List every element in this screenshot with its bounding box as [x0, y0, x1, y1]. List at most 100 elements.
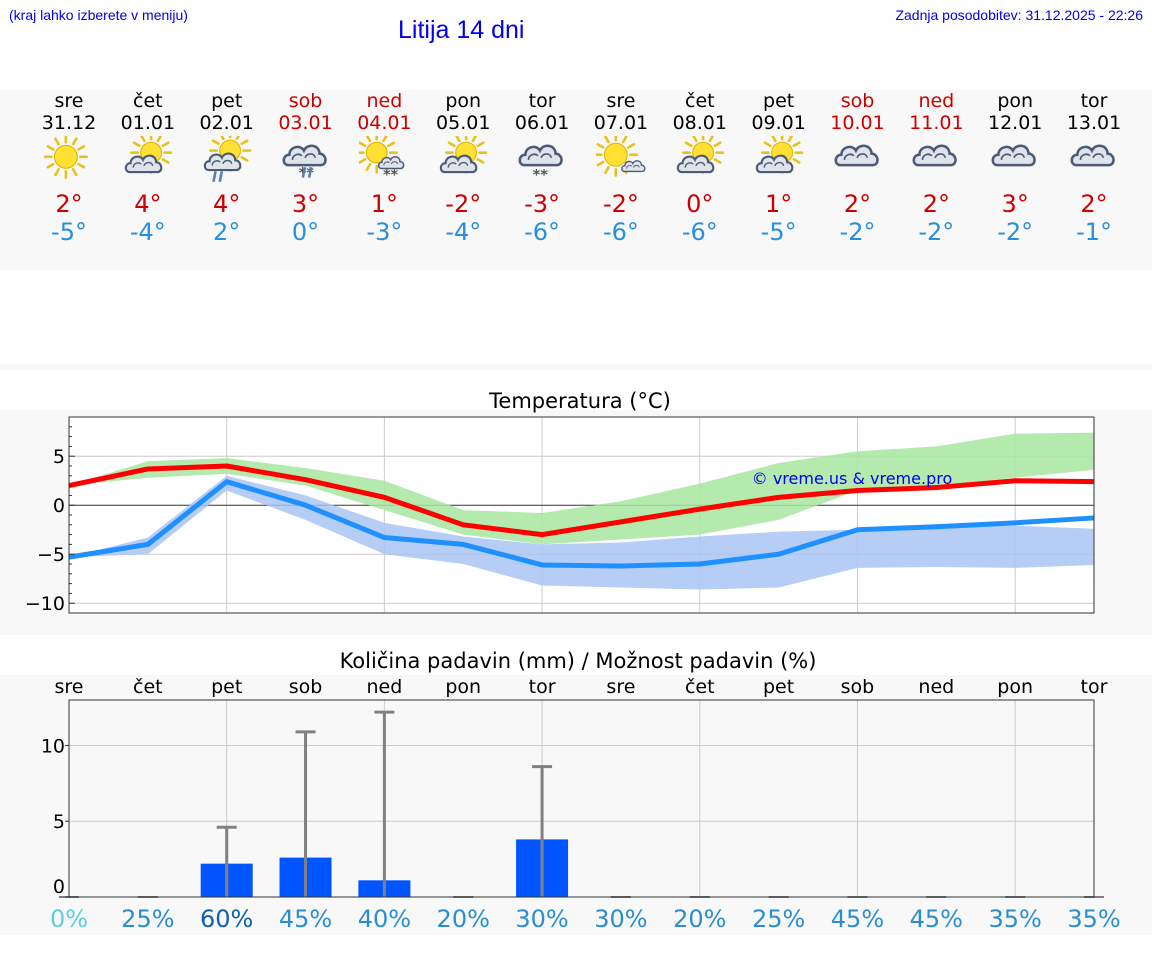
precip-category-label: sre	[606, 676, 635, 698]
day-column: ned 04.01 ** 1° -3°	[344, 90, 424, 246]
min-temp-line	[68, 479, 1095, 569]
precipitation-chart-title: Količina padavin (mm) / Možnost padavin …	[340, 649, 817, 673]
partly-cloudy-icon	[440, 136, 488, 174]
partly-cloudy-snow-icon: **	[359, 136, 405, 184]
temp-min: -5°	[51, 218, 87, 246]
partly-cloudy-icon	[755, 136, 803, 174]
day-date: 06.01	[514, 112, 570, 134]
precip-category-label: ned	[918, 676, 954, 698]
day-date: 02.01	[199, 112, 254, 134]
precip-category-label: tor	[1081, 676, 1108, 698]
daily-forecast-strip: sre 31.12 2° -5° čet 01.01 4° -4° pet 02.01 4° 2° so…	[0, 90, 1152, 270]
mostly-sunny-icon	[595, 136, 646, 177]
partly-cloudy-icon	[124, 136, 173, 174]
divider	[0, 364, 1152, 370]
precip-category-label: čet	[133, 676, 163, 698]
day-name: ned	[366, 90, 403, 112]
temp-ytick-label: 5	[53, 446, 65, 468]
max-temp-range-band	[69, 432, 1094, 545]
precip-probability: 40%	[358, 905, 411, 933]
precipitation-chart: Količina padavin (mm) / Možnost padavin …	[41, 649, 1121, 933]
precip-probability: 30%	[594, 905, 647, 933]
temp-max: 1°	[370, 190, 399, 218]
day-date: 11.01	[909, 112, 964, 134]
day-date: 07.01	[593, 112, 649, 134]
temp-ytick-label: −10	[25, 593, 65, 615]
temp-min: -6°	[602, 218, 639, 246]
cloudy-icon	[834, 144, 879, 167]
temp-min: -3°	[366, 218, 403, 246]
day-name: čet	[133, 90, 163, 112]
precip-category-label: sob	[841, 676, 875, 698]
precip-probability: 25%	[121, 905, 174, 933]
day-name: sre	[54, 90, 84, 112]
day-date: 09.01	[751, 112, 806, 134]
partly-cloudy-rain-icon	[203, 136, 251, 183]
precip-category-label: sob	[289, 676, 323, 698]
svg-text:**: **	[298, 165, 314, 182]
temperature-chart-title: Temperatura (°C)	[488, 389, 671, 413]
day-column: sre 07.01 -2° -6°	[581, 90, 661, 246]
day-date: 08.01	[672, 112, 727, 134]
temp-max: -2°	[445, 190, 482, 218]
min-temp-range-band	[69, 475, 1094, 590]
day-column: čet 01.01 4° -4°	[108, 90, 188, 246]
day-date: 03.01	[278, 112, 333, 134]
temp-min: -5°	[760, 218, 797, 246]
precip-ytick-label: 10	[41, 735, 65, 757]
day-name: sob	[288, 90, 323, 112]
temp-max: 4°	[213, 190, 241, 218]
temp-max: 4°	[134, 190, 162, 218]
day-column: tor 06.01 ** -3° -6°	[502, 90, 582, 246]
day-column: sob 10.01 2° -2°	[818, 90, 898, 246]
day-column: pon 12.01 3° -2°	[975, 90, 1055, 246]
partly-cloudy-icon	[676, 136, 724, 174]
day-column: sob 03.01 ** 3° 0°	[266, 90, 346, 246]
day-column: pet 02.01 4° 2°	[187, 90, 267, 246]
sunny-icon	[44, 136, 88, 179]
temp-min: -4°	[129, 218, 166, 246]
precip-plot-frame	[68, 699, 1095, 898]
temp-min: 2°	[213, 218, 241, 246]
day-date: 13.01	[1066, 112, 1122, 134]
precip-probability: 20%	[673, 905, 726, 933]
day-name: ned	[918, 90, 955, 112]
temp-min: 0°	[291, 218, 320, 246]
day-date: 04.01	[357, 112, 412, 134]
cloudy-sleet-icon: **	[282, 144, 327, 182]
day-name: tor	[1080, 90, 1108, 112]
precip-probability: 45%	[910, 905, 963, 933]
precip-probability: 60%	[200, 905, 253, 933]
temp-min: -6°	[524, 218, 561, 246]
precip-probability: 35%	[1067, 905, 1120, 933]
day-date: 31.12	[41, 112, 97, 134]
location-hint[interactable]: (kraj lahko izberete v meniju)	[9, 7, 188, 23]
last-updated: Zadnja posodobitev: 31.12.2025 - 22:26	[895, 7, 1143, 23]
temp-min: -4°	[445, 218, 482, 246]
temp-min: -2°	[997, 218, 1034, 246]
day-column: ned 11.01 2° -2°	[896, 90, 976, 246]
copyright-annotation: © vreme.us & vreme.pro	[752, 469, 953, 488]
temp-max: -3°	[524, 190, 561, 218]
temp-max: 2°	[1080, 190, 1108, 218]
precipitation-panel	[0, 675, 1152, 935]
day-name: sre	[606, 90, 636, 112]
precip-probability: 20%	[437, 905, 490, 933]
temp-max: -2°	[602, 190, 639, 218]
day-name: sob	[840, 90, 875, 112]
temp-max: 1°	[765, 190, 793, 218]
precip-ytick-label: 0	[53, 876, 65, 898]
temp-ytick-label: −5	[37, 544, 65, 566]
precip-category-label: tor	[529, 676, 556, 698]
precip-category-label: pon	[997, 676, 1033, 698]
day-date: 05.01	[436, 112, 491, 134]
temp-min: -6°	[681, 218, 718, 246]
day-name: tor	[528, 90, 556, 112]
precip-category-label: ned	[366, 676, 402, 698]
day-name: pet	[763, 90, 795, 112]
temp-max: 2°	[922, 190, 950, 218]
page-title: Litija 14 dni	[398, 16, 525, 44]
day-date: 10.01	[830, 112, 885, 134]
temp-max: 0°	[686, 190, 714, 218]
temp-max: 3°	[291, 190, 320, 218]
